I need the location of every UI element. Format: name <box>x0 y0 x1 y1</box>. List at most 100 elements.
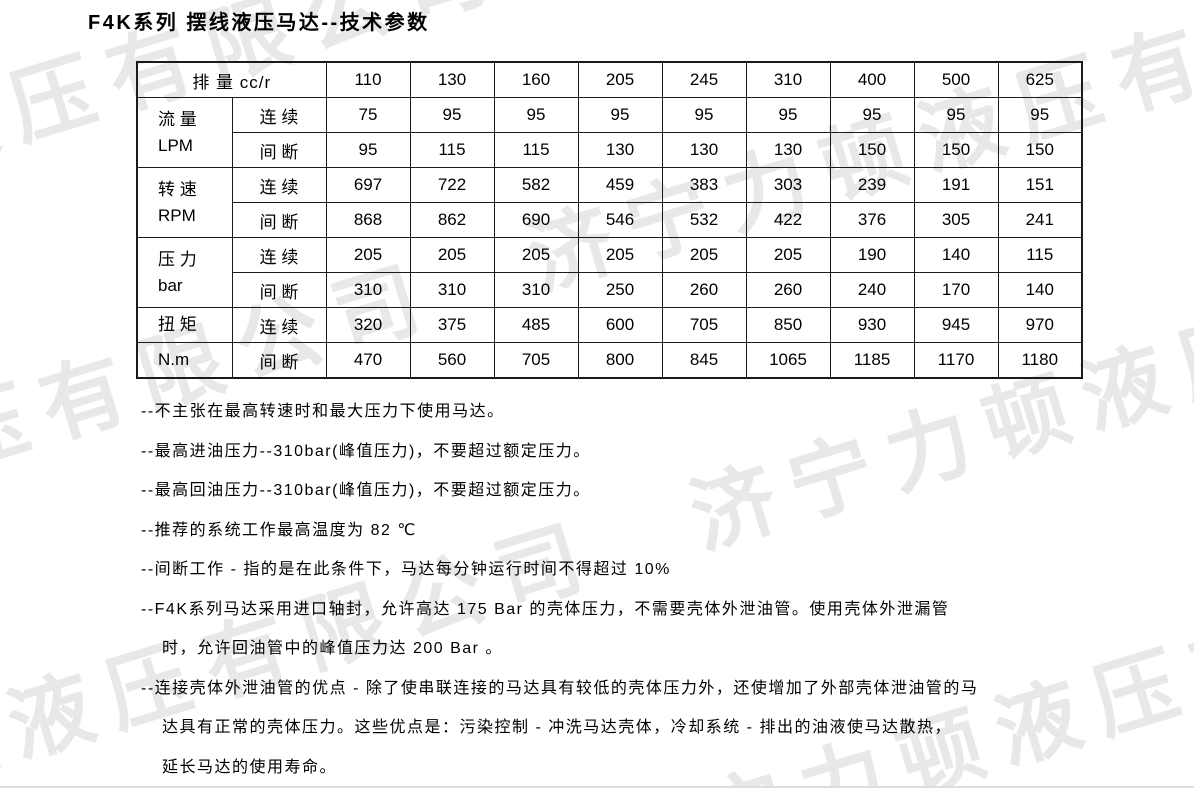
value-cell: 532 <box>661 202 747 238</box>
value-cell: 205 <box>325 237 411 273</box>
value-cell: 130 <box>577 132 663 168</box>
value-cell: 705 <box>493 342 579 379</box>
group-unit: LPM <box>158 135 193 155</box>
value-cell: 1170 <box>913 342 999 379</box>
value-cell: 205 <box>745 237 831 273</box>
note-line: --不主张在最高转速时和最大压力下使用马达。 <box>141 403 505 420</box>
value-cell: 422 <box>745 202 831 238</box>
value-cell: 690 <box>493 202 579 238</box>
value-cell: 75 <box>325 97 411 133</box>
value-cell: 115 <box>493 132 579 168</box>
group-name: 流 量 <box>158 109 197 129</box>
value-cell: 95 <box>493 97 579 133</box>
value-cell: 191 <box>913 167 999 203</box>
value-cell: 546 <box>577 202 663 238</box>
note-line: --推荐的系统工作最高温度为 82 ℃ <box>141 521 417 539</box>
value-cell: 95 <box>913 97 999 133</box>
mode-label-continuous: 连 续 <box>231 307 327 343</box>
value-cell: 241 <box>997 202 1083 238</box>
pressure-group-label: 压 力 bar <box>136 237 233 308</box>
value-cell: 930 <box>829 307 915 343</box>
torque-group-label: 扭 矩 <box>136 307 233 343</box>
value-cell: 115 <box>997 237 1083 273</box>
value-cell: 845 <box>661 342 747 379</box>
value-cell: 697 <box>325 167 411 203</box>
value-cell: 150 <box>829 132 915 168</box>
value-cell: 582 <box>493 167 579 203</box>
value-cell: 95 <box>325 132 411 168</box>
mode-label-intermittent: 间 断 <box>231 132 327 168</box>
value-cell: 375 <box>409 307 495 343</box>
header-row: 排 量 cc/r 110 130 160 205 245 310 400 500 625 <box>136 61 1083 98</box>
value-cell: 310 <box>325 272 411 308</box>
value-cell: 862 <box>409 202 495 238</box>
mode-label-intermittent: 间 断 <box>231 202 327 238</box>
value-cell: 705 <box>661 307 747 343</box>
flow-group-label: 流 量 LPM <box>136 97 233 168</box>
speed-intermittent-row: 间 断 868 862 690 546 532 422 376 305 241 <box>137 202 1083 238</box>
value-cell: 205 <box>577 61 663 98</box>
value-cell: 151 <box>997 167 1083 203</box>
value-cell: 310 <box>409 272 495 308</box>
value-cell: 1065 <box>745 342 831 379</box>
speed-group-label: 转 速 RPM <box>136 167 233 238</box>
spec-table: 排 量 cc/r 110 130 160 205 245 310 400 500 625 流 量… <box>136 61 1083 379</box>
group-name: 压 力 <box>158 249 197 269</box>
value-cell: 500 <box>913 61 999 98</box>
notes-section: --不主张在最高转速时和最大压力下使用马达。 --最高进油压力--310bar(峰… <box>141 392 978 787</box>
value-cell: 245 <box>661 61 747 98</box>
value-cell: 310 <box>493 272 579 308</box>
value-cell: 130 <box>661 132 747 168</box>
value-cell: 722 <box>409 167 495 203</box>
pressure-intermittent-row: 间 断 310 310 310 250 260 260 240 170 140 <box>137 272 1083 308</box>
value-cell: 470 <box>325 342 411 379</box>
value-cell: 459 <box>577 167 663 203</box>
mode-label-intermittent: 间 断 <box>231 342 327 379</box>
mode-label-intermittent: 间 断 <box>231 272 327 308</box>
value-cell: 110 <box>325 61 411 98</box>
value-cell: 800 <box>577 342 663 379</box>
note-line: --间断工作 - 指的是在此条件下，马达每分钟运行时间不得超过 10% <box>141 561 671 578</box>
displacement-header-label: 排 量 cc/r <box>136 61 327 98</box>
torque-intermittent-row: N.m 间 断 470 560 705 800 845 1065 1185 1170 1180 <box>136 342 1083 379</box>
value-cell: 260 <box>661 272 747 308</box>
value-cell: 140 <box>997 272 1083 308</box>
torque-continuous-row: 扭 矩 连 续 320 375 485 600 705 850 930 945 970 <box>136 307 1083 343</box>
value-cell: 868 <box>325 202 411 238</box>
group-name: 转 速 <box>158 179 197 199</box>
value-cell: 205 <box>661 237 747 273</box>
value-cell: 320 <box>325 307 411 343</box>
flow-intermittent-row: 间 断 95 115 115 130 130 130 150 150 150 <box>137 132 1083 168</box>
value-cell: 140 <box>913 237 999 273</box>
value-cell: 170 <box>913 272 999 308</box>
value-cell: 383 <box>661 167 747 203</box>
value-cell: 190 <box>829 237 915 273</box>
value-cell: 250 <box>577 272 663 308</box>
value-cell: 1185 <box>829 342 915 379</box>
note-line: 时，允许回油管中的峰值压力达 200 Bar 。 <box>162 640 503 657</box>
value-cell: 970 <box>997 307 1083 343</box>
value-cell: 205 <box>493 237 579 273</box>
value-cell: 130 <box>745 132 831 168</box>
value-cell: 945 <box>913 307 999 343</box>
value-cell: 600 <box>577 307 663 343</box>
value-cell: 205 <box>409 237 495 273</box>
value-cell: 95 <box>745 97 831 133</box>
value-cell: 376 <box>829 202 915 238</box>
speed-continuous-row: 转 速 RPM 连 续 697 722 582 459 383 303 239 191 151 <box>136 167 1083 238</box>
value-cell: 95 <box>829 97 915 133</box>
page-title: F4K系列 摆线液压马达--技术参数 <box>88 12 430 34</box>
group-unit: RPM <box>158 205 196 225</box>
value-cell: 240 <box>829 272 915 308</box>
value-cell: 160 <box>493 61 579 98</box>
value-cell: 1180 <box>997 342 1083 379</box>
value-cell: 95 <box>577 97 663 133</box>
value-cell: 95 <box>997 97 1083 133</box>
note-line: --连接壳体外泄油管的优点 - 除了使串联连接的马达具有较低的壳体压力外，还使增… <box>141 679 979 697</box>
note-line: 达具有正常的壳体压力。这些优点是：污染控制 - 冲洗马达壳体，冷却系统 - 排出… <box>162 719 952 736</box>
value-cell: 560 <box>409 342 495 379</box>
mode-label-continuous: 连 续 <box>231 237 327 273</box>
mode-label-continuous: 连 续 <box>231 167 327 203</box>
value-cell: 205 <box>577 237 663 273</box>
